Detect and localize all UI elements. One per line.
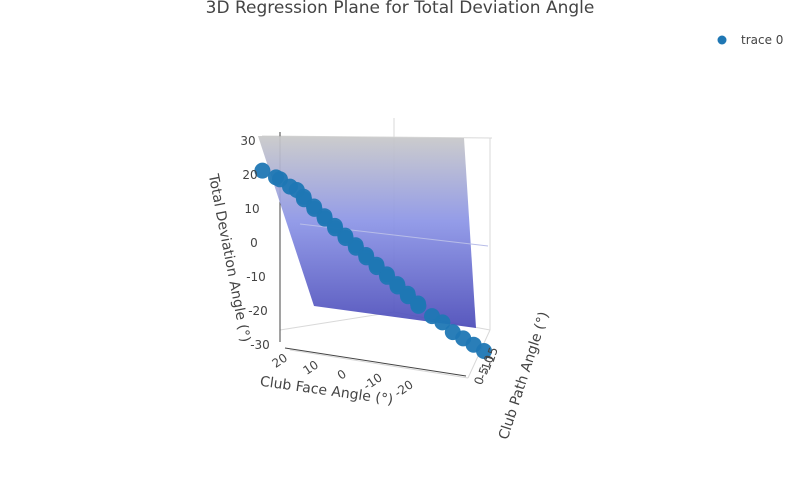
x-tick-label: -20 [392, 377, 416, 400]
z-axis-title: Total Deviation Angle (°) [205, 172, 253, 344]
x-tick-label: 20 [270, 351, 290, 371]
y-axis-title: Club Path Angle (°) [496, 310, 552, 442]
y-tick-label: -10 [478, 353, 497, 376]
x-tick-label: 0 [335, 367, 349, 383]
scatter-point[interactable] [410, 297, 427, 314]
scatter-point[interactable] [254, 162, 271, 179]
z-tick-label: 0 [250, 236, 258, 250]
z-tick-label: -20 [248, 304, 268, 318]
z-tick-label: -30 [250, 338, 270, 352]
legend-label-trace-0: trace 0 [741, 33, 783, 47]
y-tick-label: -5 [475, 365, 492, 381]
scatter-points [254, 162, 492, 359]
box-edge-floor-front [289, 349, 469, 379]
y-tick-label: -15 [482, 345, 501, 368]
scatter-point[interactable] [476, 343, 492, 359]
y-tick-label: 0 [471, 375, 487, 387]
box-edge-floor-back [279, 311, 395, 331]
x-axis-line [284, 347, 467, 377]
z-tick-label: 30 [240, 134, 255, 148]
z-tick-label: 20 [242, 168, 257, 182]
legend-marker-trace-0 [717, 35, 727, 45]
x-tick-label: 10 [301, 358, 321, 378]
chart-title: 3D Regression Plane for Total Deviation … [206, 0, 595, 18]
z-axis-ticks: 30 20 10 0 -10 -20 -30 [240, 134, 269, 352]
legend[interactable]: trace 0 [717, 33, 784, 47]
z-tick-label: -10 [246, 270, 266, 284]
z-tick-label: 10 [244, 202, 259, 216]
y-axis-ticks: -15-10-50 [471, 345, 501, 386]
box-edge-back-top [261, 135, 493, 139]
scatter-point[interactable] [434, 314, 451, 331]
